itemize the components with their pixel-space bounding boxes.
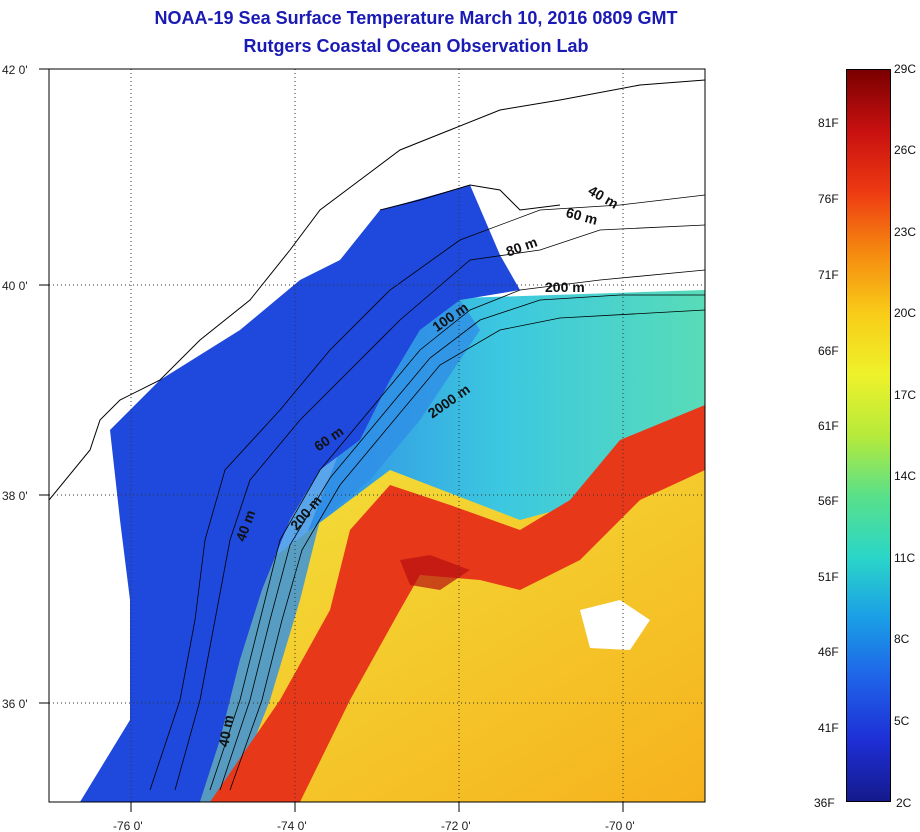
temperature-colorbar xyxy=(846,69,891,802)
colorbar-c-20: 20C xyxy=(894,306,917,320)
gulf-stream-core xyxy=(400,555,470,590)
contour-label-60m-ne: 60 m xyxy=(564,204,599,228)
contour-label-40m-south: 40 m xyxy=(215,714,236,748)
colorbar-f-46: 46F xyxy=(818,645,839,659)
colorbar-c-14: 14C xyxy=(894,469,917,483)
colorbar-f-71: 71F xyxy=(818,268,839,282)
slope-water xyxy=(200,300,480,802)
lat-label-38: 38 0' xyxy=(2,489,28,503)
colorbar-c-8: 8C xyxy=(894,632,910,646)
plot-frame xyxy=(48,68,706,803)
axis-ticks xyxy=(39,68,624,812)
colorbar-f-76: 76F xyxy=(818,192,839,206)
coastline xyxy=(49,79,705,501)
map-subtitle: Rutgers Coastal Ocean Observation Lab xyxy=(243,36,589,56)
colorbar-f-51: 51F xyxy=(818,570,839,584)
colorbar-c-2: 2C xyxy=(896,796,912,810)
lon-label-76: -76 0' xyxy=(113,819,143,832)
lat-label-40: 40 0' xyxy=(2,279,28,293)
colorbar-f-56: 56F xyxy=(818,494,839,508)
lat-label-36: 36 0' xyxy=(2,697,28,711)
graticule xyxy=(49,69,705,802)
colorbar-gradient xyxy=(846,69,891,802)
colorbar-c-11: 11C xyxy=(894,551,916,565)
contour-label-200m-north: 200 m xyxy=(545,279,585,295)
lat-label-42: 42 0' xyxy=(2,63,28,77)
colorbar-c-23: 23C xyxy=(894,225,917,239)
colorbar-c-29: 29C xyxy=(894,62,917,76)
bathymetry-contours xyxy=(149,194,705,791)
colorbar-c-17: 17C xyxy=(894,388,917,402)
colorbar-f-81: 81F xyxy=(818,116,839,130)
colorbar-f-66: 66F xyxy=(818,344,839,358)
colorbar-c-5: 5C xyxy=(894,714,910,728)
cloud-patch xyxy=(580,600,650,650)
colorbar-f-36: 36F xyxy=(814,796,835,810)
long-island-coast xyxy=(379,184,561,211)
colorbar-f-61: 61F xyxy=(818,419,839,433)
colorbar-c-26: 26C xyxy=(894,143,917,157)
lon-label-74: -74 0' xyxy=(277,819,307,832)
lon-label-70: -70 0' xyxy=(605,819,635,832)
lon-label-72: -72 0' xyxy=(441,819,471,832)
map-title: NOAA-19 Sea Surface Temperature March 10… xyxy=(154,8,678,28)
colorbar-f-41: 41F xyxy=(818,721,839,735)
